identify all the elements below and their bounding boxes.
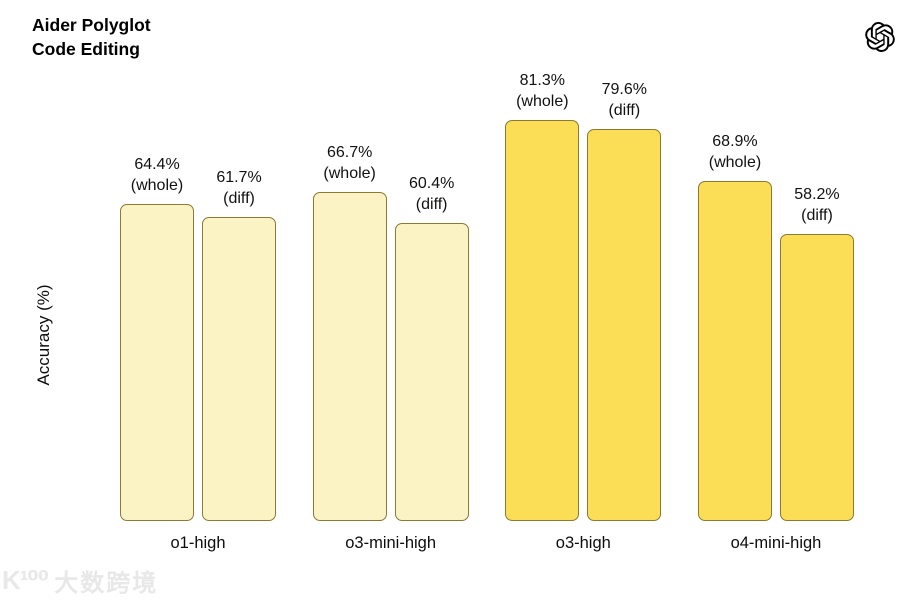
bar-o4-mini-high-diff[interactable] (779, 234, 854, 521)
watermark-logo: K¹⁰⁰ (2, 565, 49, 595)
bar-value-label: 58.2% (diff) (794, 184, 839, 226)
bar-column-whole: 68.9% (whole) (697, 131, 772, 521)
bar-value-text: 79.6% (601, 81, 647, 98)
bar-column-whole: 81.3% (whole) (505, 70, 580, 521)
category-label: o1-high (170, 534, 226, 552)
bar-group-o3-high: 81.3% (whole) 79.6% (diff) o3-high (505, 70, 662, 553)
bar-series-text: (whole) (323, 165, 376, 182)
bar-o1-high-diff[interactable] (202, 217, 276, 521)
bar-value-text: 61.7% (216, 169, 262, 186)
bar-column-whole: 66.7% (whole) (312, 142, 387, 521)
bar-o3-high-whole[interactable] (505, 120, 580, 521)
bar-pair: 81.3% (whole) 79.6% (diff) (505, 70, 662, 521)
bar-value-label: 60.4% (diff) (409, 173, 454, 215)
bar-series-text: (whole) (130, 177, 184, 194)
bar-o4-mini-high-whole[interactable] (697, 181, 772, 521)
chart-title-line1: Aider Polyglot (32, 15, 151, 35)
bar-o3-mini-high-diff[interactable] (394, 223, 469, 521)
bar-series-text: (whole) (516, 93, 569, 110)
category-label: o3-mini-high (345, 534, 437, 552)
plot-area: 64.4% (whole) 61.7% (diff) o1-high 66.7% (whol… (120, 60, 854, 553)
category-label: o4-mini-high (730, 534, 822, 552)
bar-o3-high-diff[interactable] (587, 129, 662, 521)
bar-value-label: 68.9% (whole) (709, 131, 761, 173)
bar-o3-mini-high-whole[interactable] (312, 192, 387, 521)
watermark: K¹⁰⁰ 大数跨境 (2, 563, 158, 598)
bar-value-label: 81.3% (whole) (516, 70, 568, 112)
bar-column-diff: 60.4% (diff) (394, 173, 469, 521)
bar-value-label: 79.6% (diff) (602, 79, 647, 121)
bar-series-text: (diff) (223, 190, 255, 207)
bar-pair: 64.4% (whole) 61.7% (diff) (120, 154, 276, 521)
bar-value-label: 61.7% (diff) (216, 167, 261, 209)
bar-column-diff: 61.7% (diff) (202, 167, 276, 521)
chart-title: Aider Polyglot Code Editing (32, 13, 151, 61)
bar-series-text: (diff) (608, 102, 641, 119)
bar-series-text: (whole) (708, 154, 762, 171)
watermark-text: 大数跨境 (54, 570, 159, 597)
category-label: o3-high (555, 534, 611, 552)
openai-logo-icon (865, 22, 895, 52)
bar-series-text: (diff) (801, 207, 833, 224)
bar-value-text: 60.4% (408, 175, 455, 192)
bar-group-o1-high: 64.4% (whole) 61.7% (diff) o1-high (120, 154, 276, 553)
bar-group-o3-mini-high: 66.7% (whole) 60.4% (diff) o3-mini-high (312, 142, 469, 553)
bar-group-o4-mini-high: 68.9% (whole) 58.2% (diff) o4-mini-high (697, 131, 854, 553)
bar-column-whole: 64.4% (whole) (120, 154, 194, 521)
bar-pair: 68.9% (whole) 58.2% (diff) (697, 131, 854, 521)
bar-value-text: 64.4% (134, 156, 180, 173)
bar-value-label: 66.7% (whole) (323, 142, 375, 184)
bar-value-text: 66.7% (326, 144, 373, 161)
bar-series-text: (diff) (415, 196, 448, 213)
bar-value-text: 58.2% (794, 186, 840, 203)
bar-value-text: 68.9% (712, 133, 758, 150)
bar-value-label: 64.4% (whole) (131, 154, 183, 196)
bar-value-text: 81.3% (519, 72, 565, 89)
bar-column-diff: 79.6% (diff) (587, 79, 662, 521)
chart-title-line2: Code Editing (32, 39, 140, 59)
bar-pair: 66.7% (whole) 60.4% (diff) (312, 142, 469, 521)
y-axis-label: Accuracy (%) (34, 284, 53, 386)
bar-column-diff: 58.2% (diff) (779, 184, 854, 521)
bar-o1-high-whole[interactable] (120, 204, 194, 521)
